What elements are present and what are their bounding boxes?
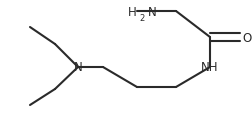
Text: 2: 2 <box>139 14 144 23</box>
Text: O: O <box>242 31 252 44</box>
Text: H: H <box>128 5 137 18</box>
Text: N: N <box>148 5 157 18</box>
Text: N: N <box>74 61 82 74</box>
Text: NH: NH <box>201 61 219 74</box>
